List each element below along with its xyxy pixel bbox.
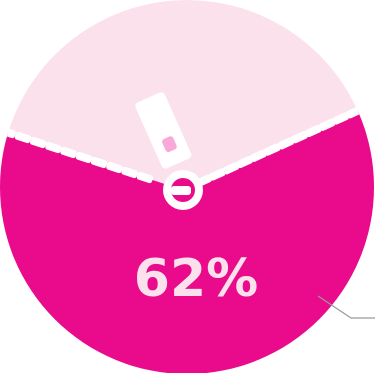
- zipper-pull-icon: [135, 92, 203, 210]
- pie-slice-filled: [0, 103, 374, 373]
- zipper-tooth: [45, 141, 62, 154]
- zipper-tooth: [75, 151, 93, 164]
- zipper-tooth: [359, 99, 374, 113]
- zipper-tooth: [277, 137, 295, 150]
- leader-line: [317, 295, 375, 319]
- zipper-tooth: [305, 124, 322, 138]
- zipper-tooth: [106, 161, 123, 174]
- zipper-tooth: [318, 118, 336, 131]
- zipper-slider-bar: [171, 186, 191, 195]
- zipper-tooth: [136, 171, 154, 184]
- zipper-tooth: [90, 156, 108, 169]
- zipper-teeth-left: [0, 126, 154, 184]
- percent-label: 62%: [134, 249, 258, 309]
- zipper-tooth: [236, 155, 253, 169]
- zipper-tooth: [60, 146, 77, 159]
- zipper-tooth: [222, 162, 240, 175]
- zipper-tooth: [14, 131, 32, 144]
- zipper-tooth: [291, 131, 308, 144]
- zipper-pull-tab: [135, 92, 192, 169]
- zipper-pull-slot: [162, 136, 177, 153]
- zipper-tooth: [29, 136, 47, 149]
- zipper-tooth: [121, 166, 138, 179]
- zipper-tooth: [332, 112, 349, 125]
- zipper-tooth: [250, 149, 267, 162]
- zipper-tooth: [209, 168, 226, 181]
- zipper-tooth: [263, 143, 281, 156]
